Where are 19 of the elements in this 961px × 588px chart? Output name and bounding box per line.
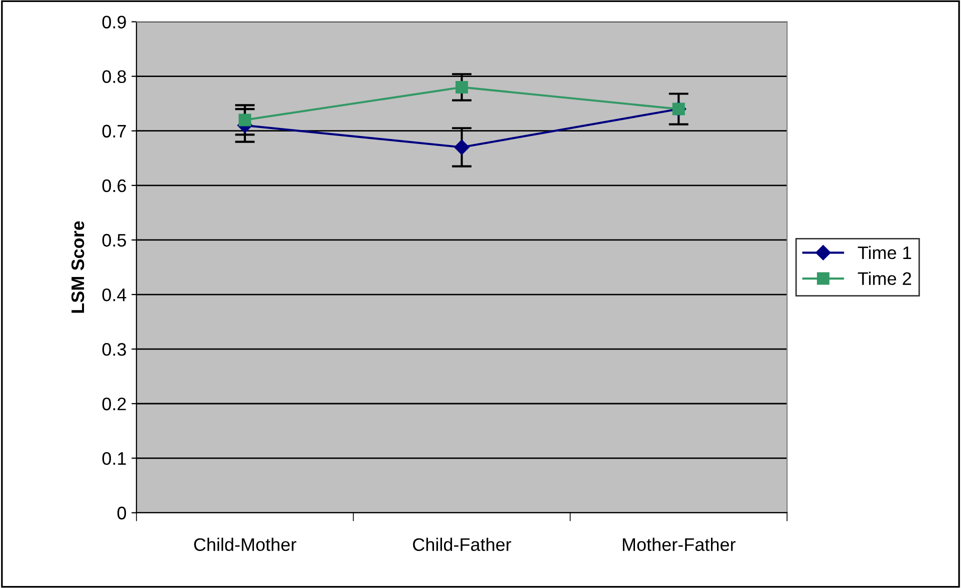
y-tick-label: 0.4 bbox=[102, 288, 126, 302]
point bbox=[238, 114, 252, 126]
x-tick-label: Child-Father bbox=[413, 538, 512, 551]
y-tick-label: 0.5 bbox=[102, 234, 126, 247]
y-tick-label: 0 bbox=[117, 506, 126, 520]
y-tick-label: 0.2 bbox=[102, 398, 126, 410]
point bbox=[454, 140, 470, 155]
legend-label: Time 1 bbox=[858, 246, 912, 260]
point bbox=[456, 80, 468, 94]
y-tick-label: 0.6 bbox=[102, 179, 126, 192]
x-tick-label: Child-Mother bbox=[194, 538, 296, 551]
y-axis-title: LSM Score bbox=[71, 221, 84, 313]
y-tick-label: 0.3 bbox=[102, 343, 126, 356]
legend-label: Time 2 bbox=[858, 272, 912, 286]
y-tick-label: 0.7 bbox=[102, 124, 126, 138]
y-tick-label: 0.8 bbox=[102, 70, 126, 84]
y-tick-label: 0.9 bbox=[102, 16, 126, 28]
y-tick-label: 0.1 bbox=[102, 452, 126, 465]
x-tick-label: Mother-Father bbox=[622, 538, 736, 551]
